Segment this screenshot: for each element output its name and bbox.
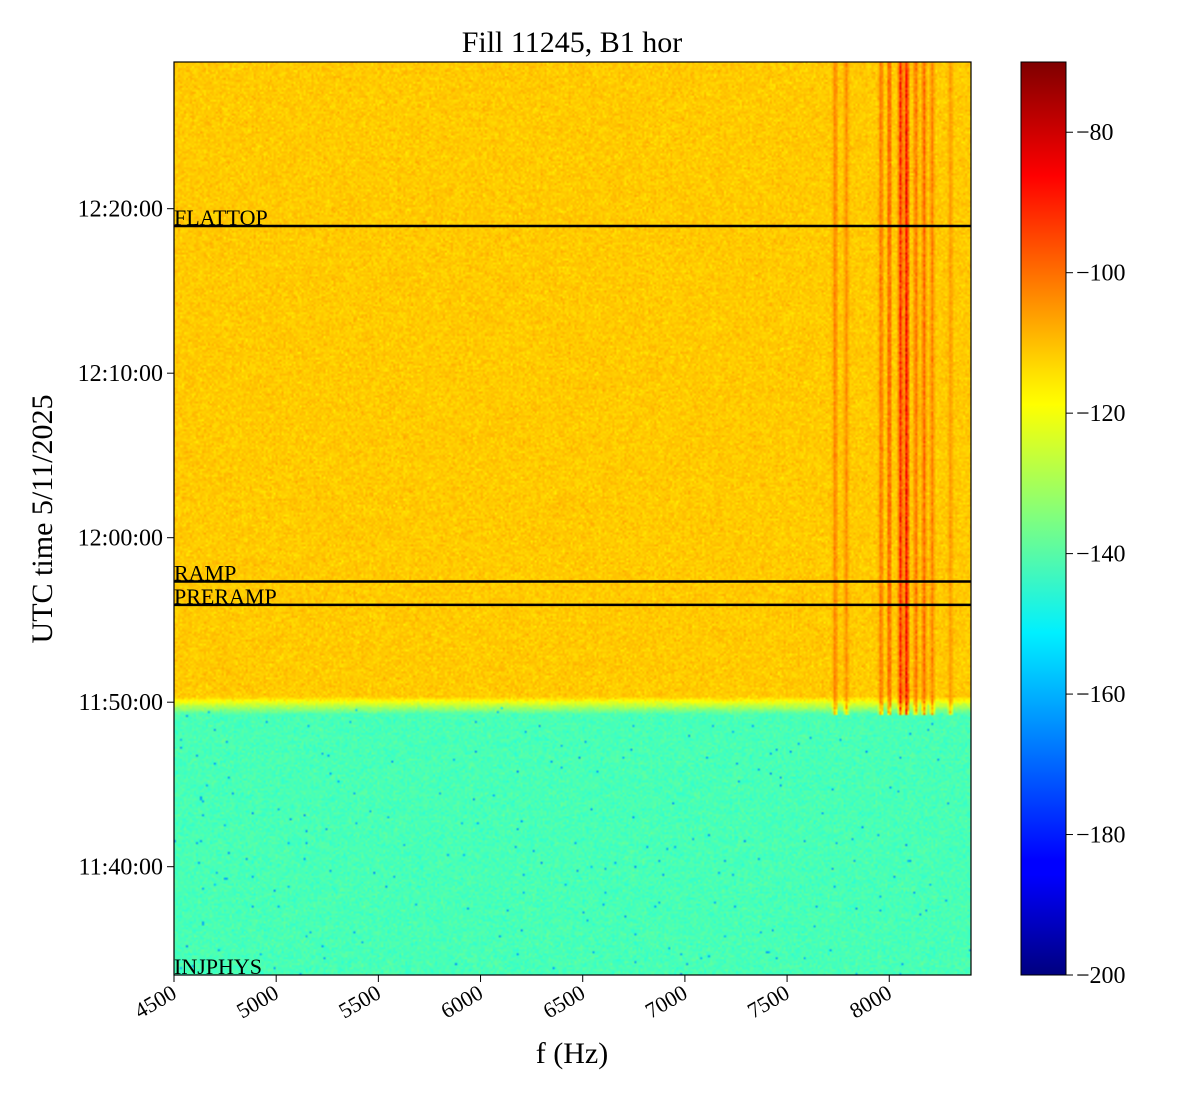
x-tick-label: 6000	[436, 980, 487, 1024]
annotation-label: RAMP	[174, 561, 236, 586]
colorbar-tick-label: −120	[1076, 401, 1126, 427]
x-tick-label: 5500	[334, 980, 385, 1024]
colorbar-tick-label: −100	[1076, 261, 1126, 287]
x-tick-label: 4500	[130, 980, 181, 1024]
y-tick-label: 11:50:00	[79, 690, 163, 716]
y-tick-label: 12:00:00	[78, 526, 163, 552]
colorbar-tick-label: −180	[1076, 823, 1126, 849]
heatmap-area	[174, 62, 971, 975]
x-tick-label: 6500	[539, 980, 590, 1024]
annotation-label: FLATTOP	[174, 205, 268, 230]
y-axis-label: UTC time 5/11/2025	[26, 395, 59, 644]
colorbar-tick-label: −200	[1076, 963, 1126, 989]
colorbar-ticks: −80 −100 −120 −140 −160 −180 −200	[1066, 120, 1126, 989]
x-tick-label: 8000	[845, 980, 896, 1024]
x-axis-ticks: 4500 5000 5500 6000 6500 7000 7500 8000	[130, 975, 896, 1023]
y-tick-label: 11:40:00	[79, 855, 163, 881]
colorbar-gradient	[1020, 61, 1067, 976]
y-tick-label: 12:10:00	[78, 361, 163, 387]
x-tick-label: 7000	[641, 980, 692, 1024]
plot-frame	[173, 61, 972, 976]
x-tick-label: 7500	[743, 980, 794, 1024]
x-tick-label: 5000	[232, 980, 283, 1024]
y-axis-ticks: 11:40:00 11:50:00 12:00:00 12:10:00 12:20:00	[78, 197, 174, 881]
colorbar: −80 −100 −120 −140 −160 −180 −200	[1020, 61, 1126, 989]
annotation-label: PRERAMP	[174, 584, 277, 609]
x-axis-label: f (Hz)	[536, 1037, 608, 1070]
colorbar-tick-label: −160	[1076, 682, 1126, 708]
colorbar-tick-label: −140	[1076, 542, 1126, 568]
colorbar-tick-label: −80	[1076, 120, 1114, 146]
heatmap-image	[174, 62, 971, 975]
y-tick-label: 12:20:00	[78, 197, 163, 223]
chart-title: Fill 11245, B1 hor	[462, 26, 683, 59]
